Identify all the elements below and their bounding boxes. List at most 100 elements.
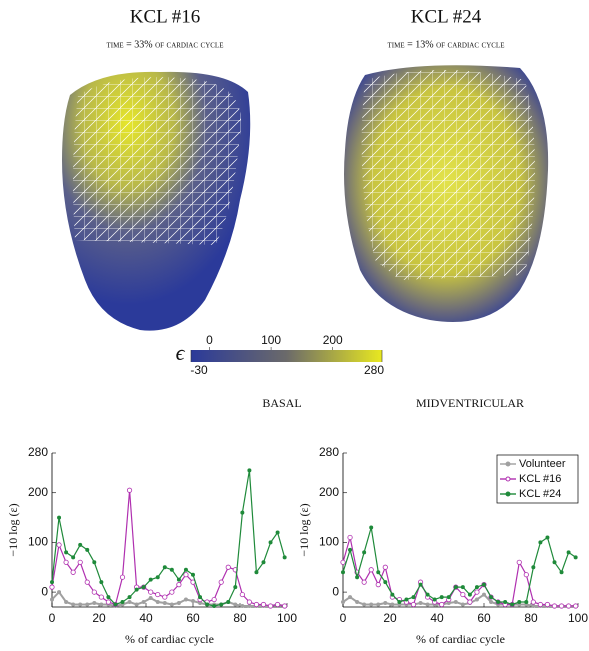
figure: KCL #16 time = 33% of cardiac cycle KCL … xyxy=(0,0,589,651)
data-point xyxy=(566,604,570,608)
data-point xyxy=(348,595,351,598)
data-point xyxy=(142,586,145,589)
heart-24 xyxy=(340,55,560,322)
x-tick-label: 0 xyxy=(340,611,347,625)
data-point xyxy=(177,601,180,604)
data-point xyxy=(93,561,96,564)
data-point xyxy=(461,592,465,596)
data-point xyxy=(241,511,244,514)
data-point xyxy=(177,578,180,581)
data-point xyxy=(440,602,444,606)
data-point xyxy=(573,604,577,608)
data-point xyxy=(545,602,549,606)
data-point xyxy=(283,556,286,559)
x-tick-label: 60 xyxy=(477,611,491,625)
data-point xyxy=(398,600,401,603)
data-point xyxy=(391,593,394,596)
panel-title: KCL #24 xyxy=(411,6,482,27)
data-point xyxy=(391,603,394,606)
data-point xyxy=(384,601,387,604)
data-point xyxy=(574,556,577,559)
data-point xyxy=(546,536,549,539)
x-tick-label: 100 xyxy=(568,611,588,625)
data-point xyxy=(128,595,131,598)
data-point xyxy=(468,600,472,604)
data-point xyxy=(268,604,272,608)
y-axis-label: −10 log (ε) xyxy=(297,503,311,556)
data-point xyxy=(433,598,436,601)
data-point xyxy=(50,585,54,589)
data-point xyxy=(135,603,138,606)
data-point xyxy=(156,592,160,596)
data-point xyxy=(79,603,82,606)
data-point xyxy=(198,595,201,598)
data-point xyxy=(419,601,422,604)
legend-label: KCL #16 xyxy=(519,473,561,485)
data-point xyxy=(79,543,82,546)
data-point xyxy=(149,590,153,594)
data-point xyxy=(85,580,89,584)
x-tick-label: 80 xyxy=(524,611,538,625)
data-point xyxy=(461,586,464,589)
y-tick-label: 280 xyxy=(28,445,48,459)
legend-label: KCL #24 xyxy=(519,488,561,500)
legend-label: Volunteer xyxy=(519,458,566,470)
data-point xyxy=(376,582,380,586)
colorbar-symbol: ϵ xyxy=(176,340,186,365)
data-point xyxy=(248,604,251,607)
x-axis-label: % of cardiac cycle xyxy=(125,632,214,646)
colorbar-tick-label: 0 xyxy=(206,333,213,347)
y-tick-label: 0 xyxy=(41,584,48,598)
data-point xyxy=(276,531,279,534)
data-point xyxy=(377,603,380,606)
data-point xyxy=(65,600,68,603)
data-point xyxy=(454,586,457,589)
data-point xyxy=(362,580,366,584)
data-point xyxy=(213,604,216,607)
y-tick-label: 100 xyxy=(28,535,48,549)
data-point xyxy=(254,602,258,606)
panel-subtitle: time = 13% of cardiac cycle xyxy=(388,39,505,50)
data-point xyxy=(191,573,194,576)
series-line xyxy=(52,470,285,606)
data-point xyxy=(247,600,251,604)
y-tick-label: 0 xyxy=(332,584,339,598)
data-point xyxy=(234,603,237,606)
data-point xyxy=(454,600,457,603)
data-point xyxy=(518,600,521,603)
data-point xyxy=(356,600,359,603)
data-point xyxy=(348,535,352,539)
data-point xyxy=(170,590,174,594)
data-point xyxy=(226,565,230,569)
data-point xyxy=(227,600,230,603)
data-point xyxy=(426,593,429,596)
data-point xyxy=(163,566,166,569)
data-point xyxy=(567,551,570,554)
data-point xyxy=(64,560,68,564)
data-point xyxy=(184,573,188,577)
data-point xyxy=(532,604,535,607)
data-point xyxy=(482,583,485,586)
data-point xyxy=(341,600,344,603)
data-point xyxy=(177,582,181,586)
series-line xyxy=(343,528,576,605)
data-point xyxy=(475,586,478,589)
data-point xyxy=(71,570,75,574)
colorbar-tick-label: 100 xyxy=(261,333,281,347)
colorbar xyxy=(191,350,382,362)
data-point xyxy=(405,598,408,601)
data-point xyxy=(57,543,61,547)
data-point xyxy=(269,541,272,544)
data-point xyxy=(78,560,82,564)
data-point xyxy=(440,595,443,598)
data-point xyxy=(525,600,528,603)
y-tick-label: 200 xyxy=(28,485,48,499)
data-point xyxy=(234,586,237,589)
data-point xyxy=(128,600,131,603)
data-point xyxy=(560,571,563,574)
data-point xyxy=(248,469,251,472)
y-tick-label: 280 xyxy=(319,445,339,459)
x-tick-label: 80 xyxy=(233,611,247,625)
data-point xyxy=(482,593,485,596)
colorbar-tick-label: -30 xyxy=(190,363,208,377)
